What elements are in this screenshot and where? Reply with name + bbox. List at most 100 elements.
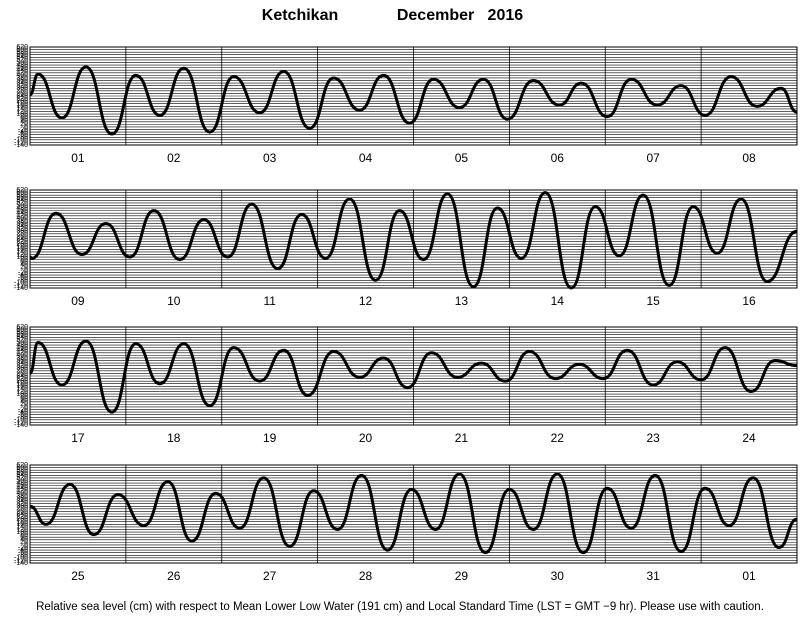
chart-title: Ketchikan xyxy=(262,7,338,24)
y-tick-label: 200 xyxy=(16,378,28,385)
y-tick-label: 520 xyxy=(16,337,28,344)
y-tick-label: -40 xyxy=(18,409,28,416)
y-tick-label: -120 xyxy=(14,139,28,146)
y-tick-label: 140 xyxy=(16,106,28,113)
y-tick-label: -120 xyxy=(14,419,28,426)
y-tick-label: -80 xyxy=(18,277,28,284)
y-tick-label: 20 xyxy=(20,264,28,271)
y-tick-label: 20 xyxy=(20,539,28,546)
y-tick-label: 120 xyxy=(16,108,28,115)
y-tick-label: 400 xyxy=(16,490,28,497)
x-tick-label: 28 xyxy=(359,569,373,583)
y-tick-label: 380 xyxy=(16,493,28,500)
x-tick-label: 14 xyxy=(551,294,565,308)
y-tick-label: 500 xyxy=(16,477,28,484)
y-tick-label: 440 xyxy=(16,67,28,74)
y-tick-label: -100 xyxy=(14,417,28,424)
y-tick-label: -100 xyxy=(14,280,28,287)
x-tick-label: 24 xyxy=(742,431,756,445)
x-tick-label: 12 xyxy=(359,294,373,308)
y-tick-label: 80 xyxy=(20,531,28,538)
y-tick-label: 360 xyxy=(16,495,28,502)
y-tick-label: 240 xyxy=(16,93,28,100)
y-tick-label: -40 xyxy=(18,547,28,554)
y-tick-label: 140 xyxy=(16,386,28,393)
x-tick-label: 22 xyxy=(551,431,565,445)
y-tick-label: 280 xyxy=(16,88,28,95)
y-tick-label: 520 xyxy=(16,200,28,207)
y-tick-label: 580 xyxy=(16,192,28,199)
y-tick-label: 180 xyxy=(16,244,28,251)
y-tick-label: 40 xyxy=(20,537,28,544)
y-tick-label: 560 xyxy=(16,332,28,339)
x-tick-label: 16 xyxy=(742,294,756,308)
y-tick-label: 340 xyxy=(16,80,28,87)
tide-line xyxy=(29,65,798,136)
y-tick-label: 240 xyxy=(16,511,28,518)
y-tick-label: -60 xyxy=(18,275,28,282)
y-tick-label: 360 xyxy=(16,357,28,364)
y-tick-label: 220 xyxy=(16,95,28,102)
y-tick-label: 420 xyxy=(16,213,28,220)
x-tick-label: 26 xyxy=(167,569,181,583)
y-tick-label: 160 xyxy=(16,246,28,253)
y-tick-label: -80 xyxy=(18,414,28,421)
x-tick-label: 17 xyxy=(71,431,85,445)
y-tick-label: 460 xyxy=(16,482,28,489)
y-tick-label: 340 xyxy=(16,223,28,230)
y-tick-label: 300 xyxy=(16,228,28,235)
y-tick-label: 380 xyxy=(16,355,28,362)
y-tick-label: 80 xyxy=(20,113,28,120)
y-tick-label: -140 xyxy=(14,285,28,292)
y-tick-label: 420 xyxy=(16,488,28,495)
y-tick-label: 160 xyxy=(16,103,28,110)
y-tick-label: 300 xyxy=(16,365,28,372)
footnote: Relative sea level (cm) with respect to … xyxy=(36,601,764,613)
y-tick-label: 500 xyxy=(16,59,28,66)
y-tick-label: 200 xyxy=(16,241,28,248)
y-tick-label: 400 xyxy=(16,215,28,222)
y-tick-label: 60 xyxy=(20,396,28,403)
y-tick-label: 400 xyxy=(16,72,28,79)
y-tick-label: 120 xyxy=(16,526,28,533)
y-tick-label: -140 xyxy=(14,422,28,429)
y-tick-label: 360 xyxy=(16,77,28,84)
tide-line xyxy=(29,191,798,290)
y-tick-label: 380 xyxy=(16,75,28,82)
y-tick-label: 600 xyxy=(16,46,28,53)
y-tick-label: -20 xyxy=(18,126,28,133)
y-tick-label: 480 xyxy=(16,342,28,349)
y-tick-label: 540 xyxy=(16,197,28,204)
x-tick-label: 13 xyxy=(455,294,469,308)
y-tick-label: -120 xyxy=(14,557,28,564)
y-tick-label: -140 xyxy=(14,142,28,149)
plot-frame xyxy=(29,326,798,426)
y-tick-label: 240 xyxy=(16,236,28,243)
y-tick-label: 480 xyxy=(16,480,28,487)
x-tick-label: 29 xyxy=(455,569,469,583)
y-tick-label: 0 xyxy=(24,404,28,411)
y-tick-label: 180 xyxy=(16,101,28,108)
y-tick-label: 500 xyxy=(16,339,28,346)
y-tick-label: 60 xyxy=(20,259,28,266)
y-tick-label: 260 xyxy=(16,508,28,515)
y-tick-label: 160 xyxy=(16,521,28,528)
y-tick-label: -100 xyxy=(14,555,28,562)
y-tick-label: 0 xyxy=(24,124,28,131)
x-tick-label: 20 xyxy=(359,431,373,445)
y-tick-label: 0 xyxy=(24,542,28,549)
x-tick-label: 30 xyxy=(551,569,565,583)
y-tick-label: 80 xyxy=(20,393,28,400)
y-tick-label: 40 xyxy=(20,119,28,126)
y-tick-label: 520 xyxy=(16,57,28,64)
y-tick-label: 560 xyxy=(16,195,28,202)
x-tick-label: 01 xyxy=(71,151,85,165)
y-tick-label: 120 xyxy=(16,388,28,395)
y-tick-label: 540 xyxy=(16,334,28,341)
y-tick-label: 0 xyxy=(24,267,28,274)
x-tick-label: 01 xyxy=(742,569,756,583)
y-tick-label: 480 xyxy=(16,205,28,212)
y-tick-label: -80 xyxy=(18,552,28,559)
y-tick-label: 540 xyxy=(16,472,28,479)
